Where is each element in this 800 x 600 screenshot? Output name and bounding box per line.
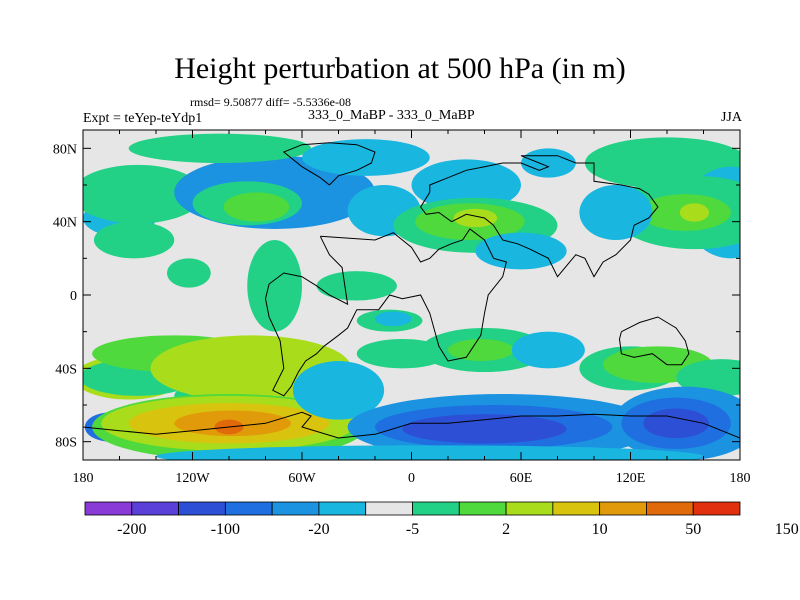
coastline-1 <box>419 155 659 278</box>
contour-region-22 <box>247 240 302 332</box>
x-tick-label-6: 180 <box>730 471 751 486</box>
contour-region-32 <box>584 137 740 189</box>
colorbar-swatch-3 <box>224 501 273 516</box>
experiment-label: Expt = teYep-teYdp1 <box>83 111 203 126</box>
y-tick-label-3: 40S <box>55 362 77 377</box>
rmsd-diff-label: rmsd= 9.50877 diff= -5.5336e-08 <box>190 95 351 109</box>
colorbar-swatch-0 <box>84 501 133 516</box>
contour-region-31 <box>521 148 576 178</box>
y-tick-label-2: 0 <box>70 289 77 304</box>
colorbar-swatch-11 <box>599 501 647 516</box>
colorbar-swatch-8 <box>458 501 507 516</box>
colorbar-swatch-1 <box>131 501 179 516</box>
axes-layer: 180 120W 60W 0 60E 120E 180 80N 40N 0 40S 80S <box>53 130 751 486</box>
contour-region-37 <box>579 185 653 240</box>
x-tick-label-5: 120E <box>616 471 646 486</box>
contour-region-36 <box>679 203 709 222</box>
contour-region-40 <box>511 331 585 369</box>
contour-region-29 <box>453 208 498 228</box>
colorbar-swatch-12 <box>646 501 694 516</box>
contour-region-44 <box>676 359 740 396</box>
coastline-3 <box>83 411 740 439</box>
chart-title: Height perturbation at 500 hPa (in m) <box>174 52 626 85</box>
colorbar-swatch-2 <box>178 501 226 516</box>
y-tick-label-0: 80N <box>53 142 77 157</box>
x-tick-label-0: 180 <box>73 471 94 486</box>
contour-region-21 <box>166 258 211 288</box>
contour-region-51 <box>156 445 704 460</box>
colorbar-label-2: -20 <box>308 521 329 538</box>
contour-region-19 <box>302 139 430 176</box>
colorbar-swatch-9 <box>505 501 554 516</box>
contour-region-2 <box>93 221 175 259</box>
x-tick-label-1: 120W <box>175 471 210 486</box>
coastline-0 <box>264 228 508 397</box>
colorbar-label-0: -200 <box>117 521 146 538</box>
colorbar-swatch-13 <box>692 501 741 516</box>
colorbar-swatch-4 <box>271 501 320 516</box>
contour-region-17 <box>223 192 290 222</box>
contour-region-39 <box>448 339 514 361</box>
contour-region-47 <box>402 414 567 444</box>
colorbar-swatch-7 <box>412 501 460 516</box>
y-tick-label-4: 80S <box>55 436 77 451</box>
contour-region-26 <box>411 159 521 211</box>
contour-region-30 <box>475 232 567 270</box>
coastline-2 <box>618 316 690 366</box>
season-label: JJA <box>720 110 742 125</box>
colorbar-label-1: -100 <box>211 521 240 538</box>
colorbar: -200 -100 -20 -5 2 10 50 150 <box>84 501 799 538</box>
colorbar-label-7: 150 <box>775 521 799 538</box>
colorbar-swatch-10 <box>552 501 601 516</box>
colorbar-swatch-6 <box>365 501 413 516</box>
contour-region-23 <box>316 271 397 301</box>
x-tick-label-3: 0 <box>408 471 415 486</box>
x-tick-label-4: 60E <box>510 471 533 486</box>
coastline-layer <box>83 142 740 439</box>
colorbar-swatch-5 <box>318 501 367 516</box>
colorbar-label-4: 2 <box>502 521 510 538</box>
coastline-4 <box>282 142 376 186</box>
difference-label: 333_0_MaBP - 333_0_MaBP <box>308 108 475 123</box>
contour-region-41 <box>356 339 448 369</box>
field-layer <box>83 133 740 460</box>
contour-region-3 <box>83 164 204 224</box>
colorbar-label-3: -5 <box>406 521 419 538</box>
contour-region-25 <box>375 311 412 327</box>
colorbar-label-6: 50 <box>685 521 701 538</box>
colorbar-label-5: 10 <box>592 521 608 538</box>
contour-region-14 <box>292 361 385 420</box>
x-tick-label-2: 60W <box>288 471 316 486</box>
contour-region-50 <box>643 408 709 439</box>
y-tick-label-1: 40N <box>53 216 77 231</box>
contour-region-18 <box>128 133 312 163</box>
